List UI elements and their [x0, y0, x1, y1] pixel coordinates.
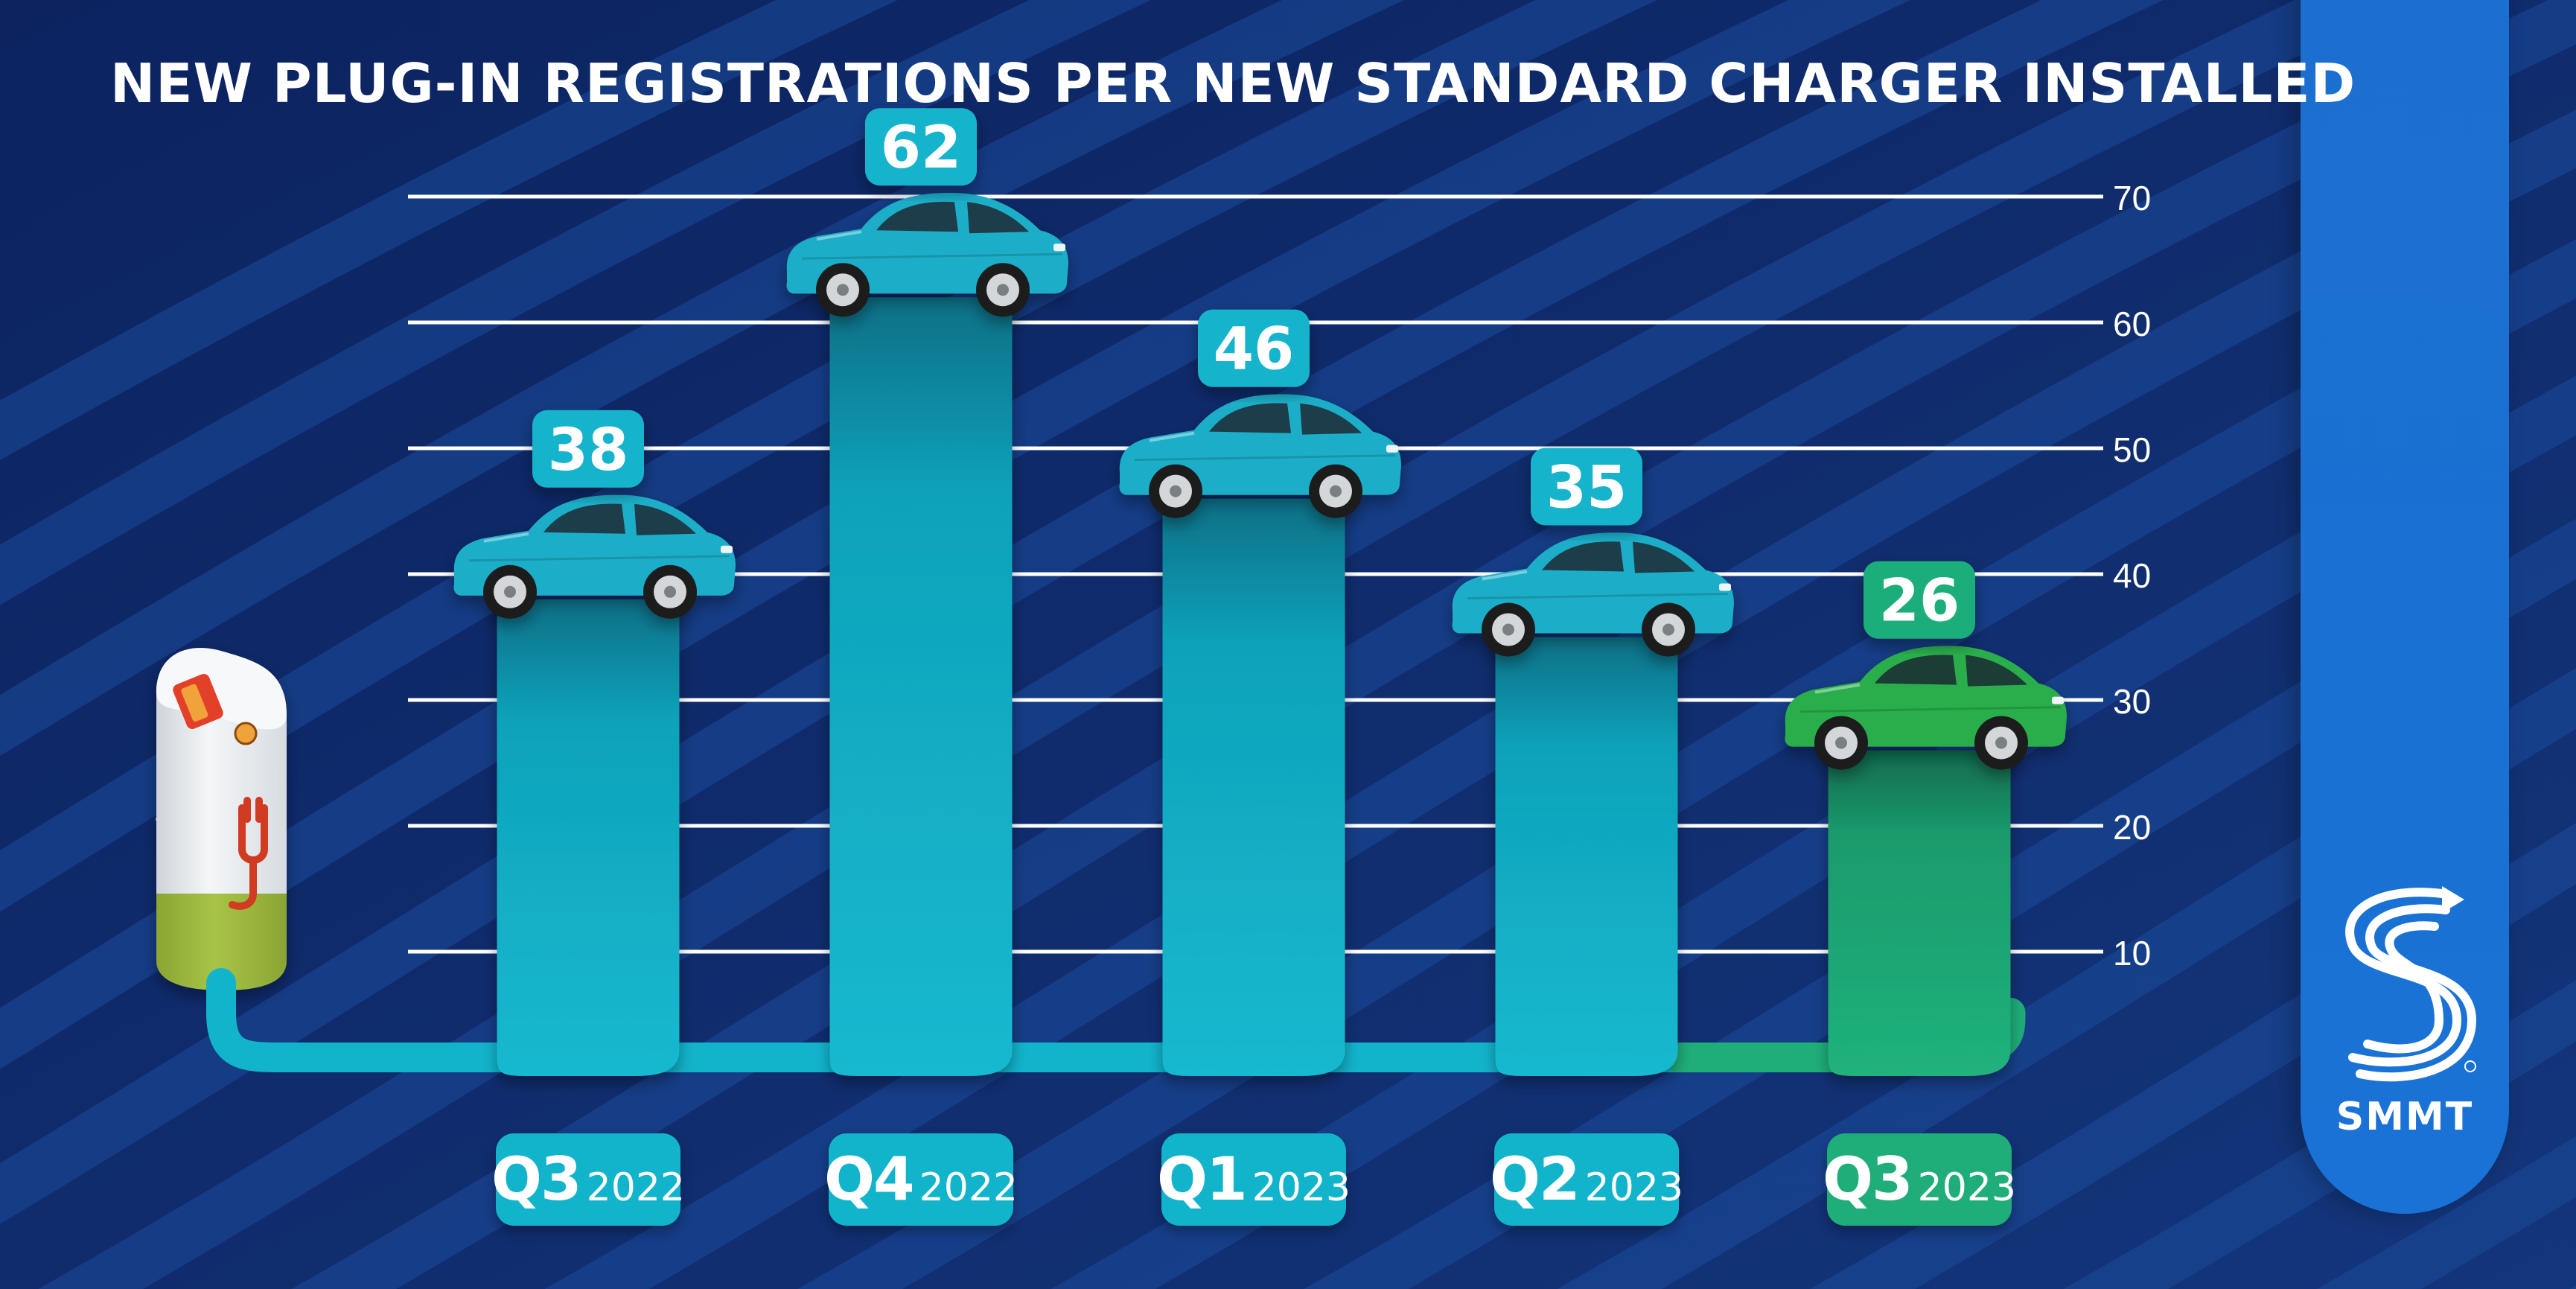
value-label-badge: [865, 108, 977, 186]
cable-teal: [206, 968, 1693, 1072]
y-axis-ticks: 10 20 30 40 50 60 70: [2113, 179, 2151, 973]
background-stripe: [0, 0, 1405, 757]
y-tick-label: 60: [2113, 305, 2151, 343]
background-stripe: [797, 239, 2576, 1289]
x-tick-quarter: Q3: [491, 1145, 582, 1214]
value-label: 35: [1546, 455, 1627, 522]
y-tick-label: 40: [2113, 556, 2151, 595]
plug-icon: [229, 797, 268, 910]
background-stripe: [0, 0, 1658, 912]
x-tick-label: Q1 2023: [1157, 1133, 1351, 1226]
x-tick-year: 2023: [1252, 1165, 1351, 1210]
value-label-badge: [1531, 448, 1642, 526]
x-tick-year: 2022: [586, 1165, 686, 1210]
value-label-badge: [1864, 561, 1975, 639]
y-tick-label: 10: [2113, 934, 2151, 973]
bar: [497, 599, 680, 1076]
background-stripe: [0, 0, 899, 460]
value-labels: 38 62 46 35 26: [532, 108, 1975, 639]
x-tick-year: 2023: [1917, 1165, 2017, 1210]
value-label: 46: [1214, 316, 1295, 383]
x-tick-quarter: Q2: [1490, 1145, 1581, 1214]
x-tick-label: Q4 2022: [824, 1133, 1018, 1226]
background-stripe: [1810, 822, 2576, 1289]
x-tick-label: Q3 2023: [1823, 1133, 2016, 1226]
chart-title: NEW PLUG-IN REGISTRATIONS PER NEW STANDA…: [110, 52, 2356, 115]
background-stripe: [0, 0, 1152, 605]
x-tick-year: 2022: [919, 1165, 1018, 1210]
y-tick-label: 30: [2113, 682, 2151, 721]
x-tick-year: 2023: [1584, 1165, 1684, 1210]
y-tick-label: 70: [2113, 179, 2151, 217]
value-label: 62: [881, 115, 962, 182]
value-label-badge: [532, 410, 644, 488]
bar: [1162, 498, 1345, 1076]
brand-name: SMMT: [2336, 1095, 2474, 1139]
charger-station-icon: [156, 648, 287, 990]
value-label: 26: [1879, 568, 1960, 635]
x-tick-label: Q2 2023: [1490, 1133, 1683, 1226]
value-label-badge: [1198, 309, 1310, 387]
x-tick-quarter: Q1: [1157, 1145, 1248, 1214]
bar: [829, 297, 1013, 1077]
x-tick-label: Q3 2022: [491, 1133, 685, 1226]
bar: [1828, 750, 2011, 1076]
bar: [1495, 637, 1678, 1076]
value-label: 38: [548, 417, 629, 484]
x-tick-quarter: Q3: [1823, 1145, 1913, 1214]
x-tick-quarter: Q4: [824, 1145, 915, 1214]
y-tick-label: 20: [2113, 808, 2151, 847]
y-tick-label: 50: [2113, 430, 2151, 469]
bars: [497, 297, 2011, 1077]
smmt-logo-icon: [2345, 886, 2477, 1082]
